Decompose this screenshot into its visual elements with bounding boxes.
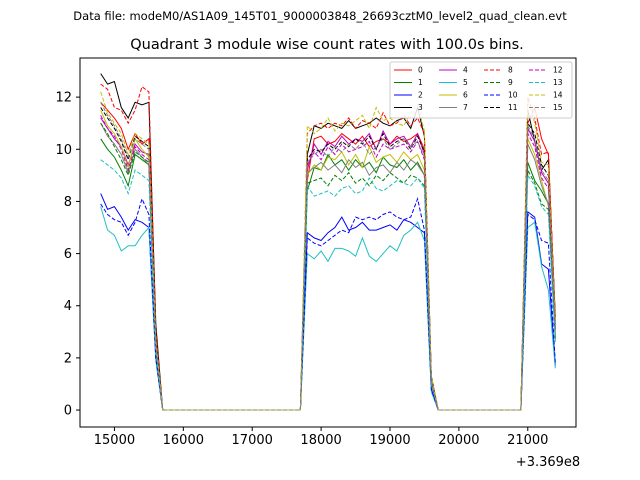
x-offset-label: +3.369e8 [516,455,580,470]
series-line-15 [100,102,556,411]
y-tick-label: 2 [64,351,72,366]
y-tick-label: 4 [64,299,72,314]
x-tick-label: 16000 [163,433,204,448]
y-tick-label: 10 [55,143,72,158]
legend-label-2: 2 [418,91,423,100]
legend-box [389,61,573,119]
legend-label-8: 8 [508,66,513,75]
legend-label-1: 1 [418,78,423,87]
x-tick-label: 17000 [232,433,273,448]
series-line-14 [100,91,556,411]
legend-label-12: 12 [553,66,563,75]
x-tick-label: 19000 [369,433,410,448]
legend-label-3: 3 [418,103,423,112]
chart-title: Quadrant 3 module wise count rates with … [130,37,524,53]
legend-label-14: 14 [553,91,563,100]
y-tick-label: 12 [55,91,72,106]
axes: 15000 16000 17000 18000 19000 20000 21000 0 2 4 6 8… [55,57,577,448]
legend-label-7: 7 [463,103,468,112]
legend-label-4: 4 [463,66,468,75]
legend-label-10: 10 [508,91,518,100]
figure-suptitle: Data file: modeM0/AS1A09_145T01_90000038… [73,9,567,23]
legend-label-9: 9 [508,78,513,87]
legend-label-13: 13 [553,78,563,87]
x-tick-label: 21000 [507,433,548,448]
x-tick-label: 15000 [94,433,135,448]
legend-label-5: 5 [463,78,468,87]
legend-label-6: 6 [463,91,468,100]
plot-lines [100,73,556,411]
plot-frame [79,57,577,428]
x-tick-label: 18000 [300,433,341,448]
y-tick-label: 0 [64,404,72,419]
y-tick-label: 8 [64,195,72,210]
y-tick-label: 6 [64,247,72,262]
legend-label-15: 15 [553,103,563,112]
legend-label-0: 0 [418,66,423,75]
x-tick-label: 20000 [438,433,479,448]
legend-label-11: 11 [508,103,518,112]
